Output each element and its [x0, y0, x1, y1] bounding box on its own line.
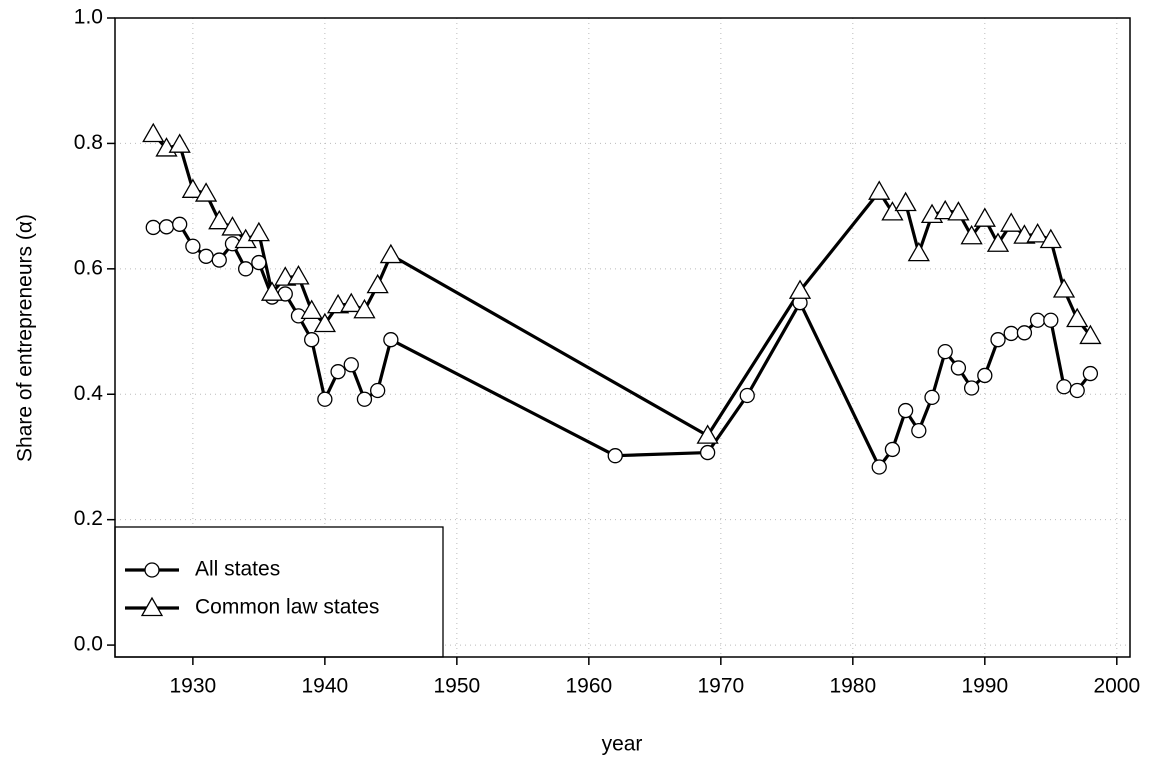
legend-marker [144, 562, 160, 578]
legend-label: All states [195, 558, 280, 581]
marker [696, 424, 719, 444]
x-tick-label: 1970 [697, 675, 744, 698]
marker [142, 122, 165, 143]
marker [1029, 312, 1046, 328]
x-tick-label: 1960 [565, 675, 612, 698]
legend-box [114, 526, 444, 658]
marker [1043, 312, 1059, 328]
marker [699, 444, 716, 461]
marker [194, 182, 218, 202]
marker [330, 364, 346, 380]
marker [181, 178, 204, 198]
marker [881, 201, 904, 221]
marker [370, 382, 386, 399]
marker [960, 224, 983, 245]
marker [185, 238, 201, 254]
marker [1016, 325, 1033, 341]
y-tick-label: 0.2 [74, 507, 103, 530]
marker [1056, 379, 1072, 395]
marker [977, 367, 993, 384]
marker [607, 448, 623, 464]
marker [379, 243, 402, 264]
marker [353, 298, 376, 319]
marker [172, 216, 188, 232]
marker [247, 221, 270, 242]
marker [924, 389, 940, 406]
marker [884, 441, 901, 458]
marker [1039, 228, 1062, 249]
marker [340, 292, 363, 313]
y-tick-label: 0.4 [74, 382, 104, 405]
x-tick-label: 1990 [961, 675, 1008, 698]
marker [990, 332, 1006, 348]
marker [1079, 324, 1102, 345]
marker [343, 357, 359, 373]
marker [300, 299, 323, 319]
marker [287, 265, 310, 285]
marker [1003, 325, 1019, 342]
x-tick-label: 1950 [433, 675, 480, 698]
marker [963, 380, 980, 396]
y-tick-label: 1.0 [74, 6, 103, 29]
x-tick-label: 1980 [829, 675, 876, 698]
y-tick-label: 0.6 [74, 256, 103, 279]
marker [198, 248, 214, 264]
x-axis-label: year [602, 733, 643, 756]
marker [986, 232, 1010, 252]
marker [973, 207, 996, 227]
marker [907, 241, 930, 262]
marker [911, 422, 927, 439]
x-tick-label: 2000 [1093, 675, 1140, 698]
marker [934, 199, 957, 220]
marker [1082, 365, 1099, 382]
marker [366, 273, 389, 294]
y-tick-label: 0.8 [74, 131, 103, 154]
marker [937, 343, 953, 360]
marker [168, 133, 191, 153]
marker [1026, 223, 1049, 243]
marker [211, 252, 227, 268]
marker [313, 312, 336, 333]
marker [158, 219, 175, 235]
marker [739, 387, 755, 404]
marker [868, 180, 891, 200]
plot-frame [114, 17, 1131, 658]
marker [1000, 212, 1023, 232]
y-axis-label: Share of entrepreneurs (α) [14, 214, 37, 462]
marker [208, 209, 231, 230]
marker [1069, 382, 1085, 399]
marker [383, 332, 399, 348]
marker [897, 402, 914, 419]
marker [894, 191, 917, 212]
marker [788, 279, 812, 299]
marker [260, 281, 284, 301]
x-tick-label: 1930 [170, 675, 217, 698]
marker [251, 254, 267, 271]
marker [238, 261, 254, 277]
marker [221, 216, 244, 236]
marker [145, 219, 161, 236]
marker [317, 391, 333, 407]
legend-label: Common law states [195, 596, 379, 619]
marker [871, 459, 887, 475]
marker [304, 332, 320, 348]
marker [950, 360, 967, 376]
marker [1052, 278, 1076, 298]
x-tick-label: 1940 [302, 675, 349, 698]
marker [1066, 307, 1089, 328]
marker [356, 391, 373, 407]
y-tick-label: 0.0 [74, 633, 103, 656]
legend-marker [140, 596, 164, 617]
marker [947, 201, 970, 221]
